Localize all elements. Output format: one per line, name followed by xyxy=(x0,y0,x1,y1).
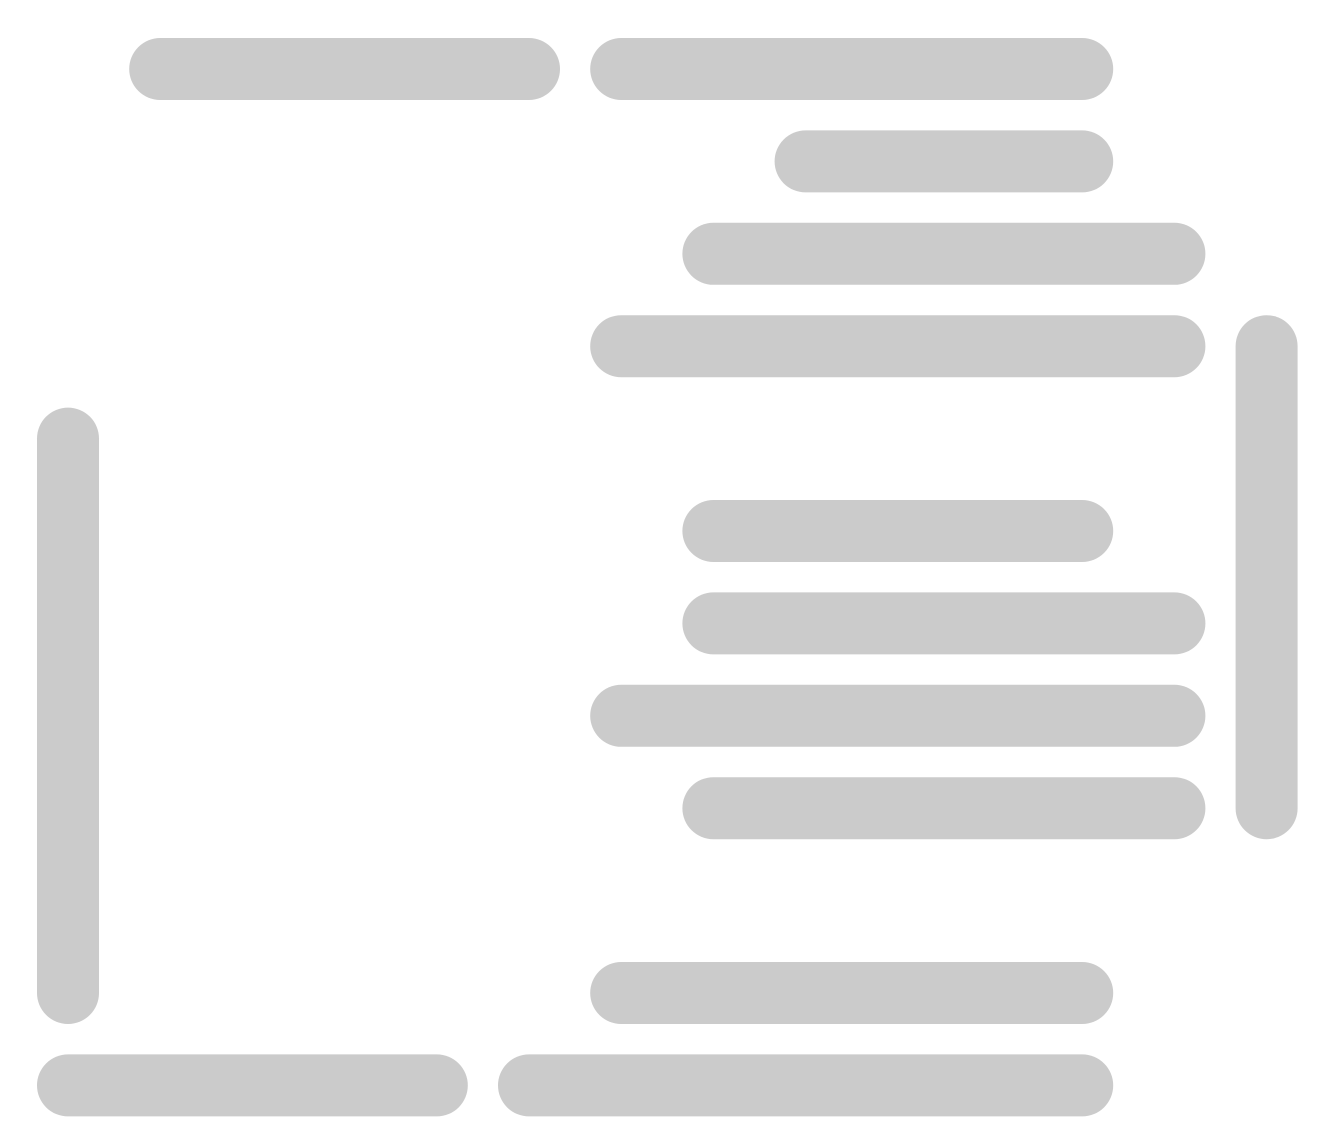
letter-grid xyxy=(0,0,1329,1146)
word-search-board xyxy=(0,0,1329,1146)
found-word-highlights xyxy=(37,38,1298,1117)
